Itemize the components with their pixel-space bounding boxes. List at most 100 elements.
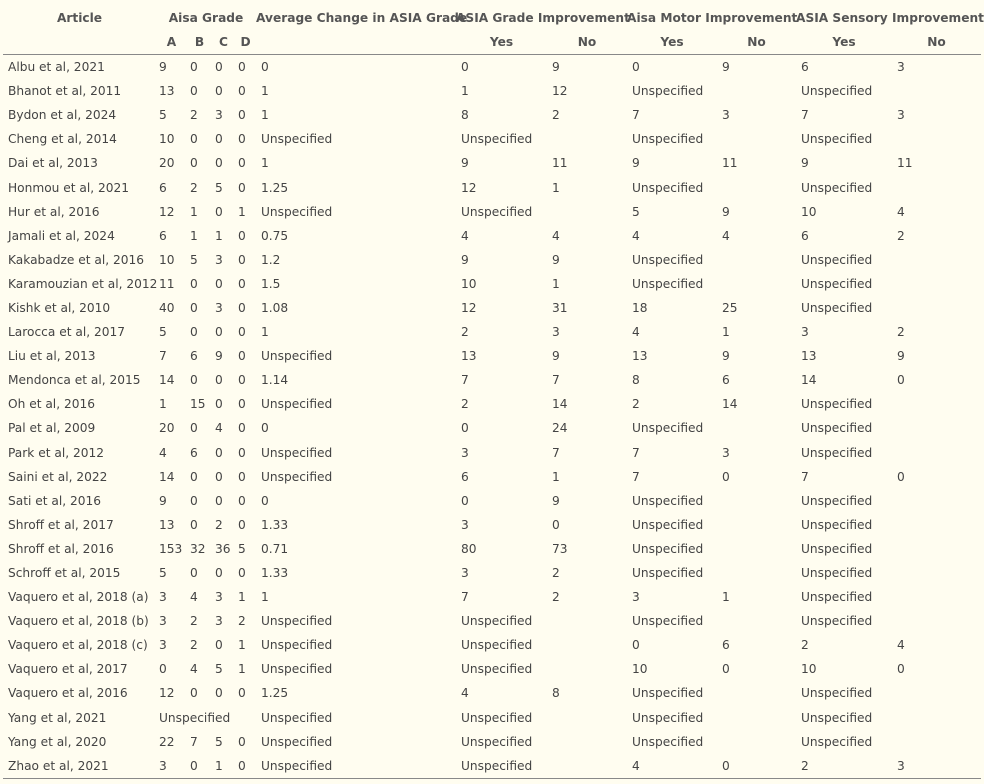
cell-motor-yes: 18 (632, 300, 648, 315)
cell-motor-no (717, 609, 796, 633)
header-motor-yes: Yes (627, 30, 718, 55)
cell-motor-no: 9 (722, 60, 730, 75)
cell-sensory-yes: 7 (801, 469, 809, 484)
cell-motor-no (717, 416, 796, 440)
cell-sensory-no: 3 (897, 60, 905, 75)
cell-grade-b: 0 (187, 753, 212, 779)
cell-motor-no (717, 175, 796, 199)
table-row: Cheng et al, 2014 10 0 0 0 Unspecified Unspeci… (3, 127, 981, 151)
cell-sensory-no: 4 (897, 204, 905, 219)
cell-grade-a: 9 (159, 493, 167, 508)
cell-sensory-no (892, 296, 981, 320)
cell-grade-d: 0 (238, 60, 246, 75)
cell-article: Liu et al, 2013 (8, 349, 96, 364)
cell-grade-d: 0 (238, 300, 246, 315)
cell-sensory-no (892, 730, 981, 754)
cell-grade-yes: 0 (461, 421, 469, 436)
cell-motor-yes: Unspecified (632, 252, 704, 267)
table-row: Shroff et al, 2017 13 0 2 0 1.33 3 0 Unspecified… (3, 513, 981, 537)
table-row: Vaquero et al, 2016 12 0 0 0 1.25 4 8 Unspecifie… (3, 681, 981, 705)
cell-motor-no: 3 (722, 445, 730, 460)
cell-grade-a: 20 (159, 156, 175, 171)
header-article: Article (56, 11, 103, 25)
cell-avg-change: 0.75 (261, 228, 289, 243)
cell-avg-change: Unspecified (261, 349, 333, 364)
cell-grade-b: 2 (190, 614, 198, 629)
cell-grade-yes: 4 (461, 228, 469, 243)
table-body: Albu et al, 2021 9 0 0 0 0 0 9 0 9 6 3 Bhanot et al,… (3, 55, 982, 779)
cell-sensory-no: 3 (892, 753, 982, 779)
cell-grade-c: 0 (215, 60, 223, 75)
cell-avg-change: Unspecified (261, 397, 333, 412)
cell-grade-no: 3 (552, 325, 560, 340)
cell-sensory-no (892, 706, 981, 730)
table-row: Sati et al, 2016 9 0 0 0 0 0 9 Unspecified Unspec… (3, 489, 981, 513)
cell-grade-no: 12 (552, 84, 568, 99)
cell-article: Yang et al, 2021 (8, 710, 107, 725)
cell-grade-c: 3 (215, 614, 223, 629)
cell-grade-yes: 13 (461, 349, 477, 364)
cell-grade-no: 7 (552, 373, 560, 388)
cell-article: Jamali et al, 2024 (8, 228, 115, 243)
cell-grade-c: 5 (215, 734, 223, 749)
cell-grade-b: 6 (190, 445, 198, 460)
cell-grade-c: 0 (215, 686, 223, 701)
cell-motor-yes: Unspecified (632, 541, 704, 556)
cell-avg-change: 1.25 (261, 686, 289, 701)
cell-grade-a: 5 (159, 566, 167, 581)
cell-grade-a: 22 (159, 734, 175, 749)
cell-motor-no (717, 537, 796, 561)
cell-grade-yes: 3 (461, 445, 469, 460)
cell-grade-c: 2 (215, 517, 223, 532)
cell-grade-yes: Unspecified (461, 710, 533, 725)
cell-grade-yes: 4 (461, 686, 469, 701)
cell-avg-change: Unspecified (261, 710, 333, 725)
cell-grade-yes: 12 (461, 300, 477, 315)
cell-motor-yes: 0 (632, 60, 640, 75)
cell-grade-yes: 80 (461, 541, 477, 556)
cell-sensory-no: 0 (897, 662, 905, 677)
cell-sensory-no: 4 (897, 638, 905, 653)
cell-grade-d: 0 (238, 517, 246, 532)
cell-grade-d: 0 (238, 686, 246, 701)
cell-article: Yang et al, 2020 (8, 734, 107, 749)
cell-grade-yes: 0 (461, 60, 469, 75)
cell-motor-no (717, 127, 796, 151)
cell-sensory-yes: 7 (801, 108, 809, 123)
cell-sensory-no (892, 175, 981, 199)
cell-motor-yes: 2 (632, 397, 640, 412)
cell-grade-no (547, 200, 627, 224)
cell-grade-c: 0 (215, 638, 223, 653)
cell-sensory-yes: Unspecified (801, 276, 873, 291)
cell-sensory-yes: 2 (801, 638, 809, 653)
header-sensory-no: No (892, 30, 982, 55)
cell-grade-d: 0 (238, 349, 246, 364)
cell-grade-c: 4 (215, 421, 223, 436)
cell-grade-no: 0 (552, 517, 560, 532)
cell-grade-b: 1 (190, 204, 198, 219)
cell-grade-b: 4 (190, 590, 198, 605)
cell-grade-yes: Unspecified (461, 132, 533, 147)
table-row: Schroff et al, 2015 5 0 0 0 1.33 3 2 Unspecified… (3, 561, 981, 585)
cell-grade-d: 0 (238, 373, 246, 388)
cell-grade-b: 7 (190, 734, 198, 749)
cell-grade-d: 1 (238, 662, 246, 677)
cell-avg-change: Unspecified (261, 445, 333, 460)
cell-grade-c: 0 (215, 397, 223, 412)
cell-grade-no: 1 (552, 469, 560, 484)
cell-article: Park et al, 2012 (8, 445, 104, 460)
header-grade-improvement: ASIA Grade Improvement (456, 11, 630, 25)
cell-grade-yes: Unspecified (461, 204, 533, 219)
cell-motor-no (717, 248, 796, 272)
table-row: Honmou et al, 2021 6 2 5 0 1.25 12 1 Unspecified… (3, 175, 981, 199)
table-row: Liu et al, 2013 7 6 9 0 Unspecified 13 9 13 9 13 9 (3, 344, 981, 368)
table-row: Oh et al, 2016 1 15 0 0 Unspecified 2 14 2 14 Unsp… (3, 392, 981, 416)
cell-sensory-no (892, 489, 981, 513)
cell-grade-a: 153 (159, 541, 183, 556)
header-blank (256, 30, 456, 55)
cell-grade-a: 10 (159, 252, 175, 267)
cell-motor-yes: Unspecified (632, 84, 704, 99)
cell-article: Vaquero et al, 2017 (8, 662, 128, 677)
cell-grade-d: 0 (238, 469, 246, 484)
cell-grade-a: 13 (159, 84, 175, 99)
